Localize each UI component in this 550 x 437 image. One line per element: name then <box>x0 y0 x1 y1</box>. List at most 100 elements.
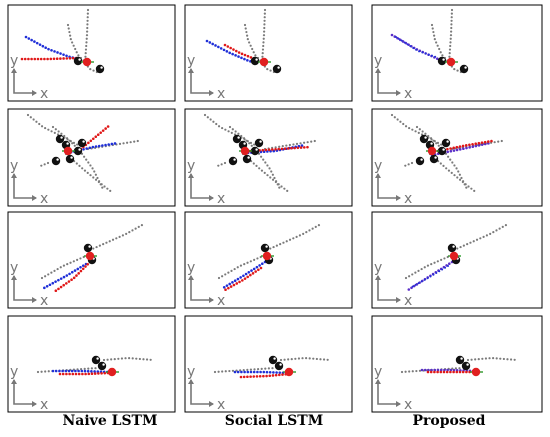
prediction-red <box>77 272 80 275</box>
context-track <box>84 48 88 51</box>
prediction-proposed <box>433 368 437 372</box>
context-track <box>393 116 396 119</box>
agent-marker <box>77 138 87 148</box>
prediction-blue <box>101 144 104 147</box>
context-track <box>85 41 88 44</box>
axis-lines <box>377 380 400 405</box>
prediction-blue <box>110 142 114 146</box>
focal-agent <box>259 57 269 67</box>
y-axis-arrow <box>375 173 381 178</box>
prediction-red <box>49 57 53 61</box>
context-track <box>95 245 98 249</box>
context-track <box>288 238 292 241</box>
prediction-blue <box>54 280 57 283</box>
panel-r2-c2: yx <box>184 108 353 207</box>
context-track <box>450 26 453 30</box>
context-track <box>497 140 500 143</box>
context-track <box>213 370 217 374</box>
context-track <box>137 225 140 229</box>
context-track <box>469 241 472 244</box>
prediction-red <box>240 52 244 56</box>
context-track <box>94 173 97 176</box>
axis-lines <box>190 380 213 405</box>
context-track <box>94 178 98 181</box>
context-track <box>290 358 293 361</box>
prediction-proposed <box>427 368 430 372</box>
prediction-blue <box>85 147 88 150</box>
prediction-blue <box>252 267 256 271</box>
context-track <box>286 189 289 192</box>
agent-marker <box>83 243 93 253</box>
prediction-red <box>306 145 309 149</box>
prediction-blue <box>80 369 84 373</box>
prediction-red <box>30 57 33 61</box>
context-track <box>47 273 50 276</box>
context-track <box>97 180 100 184</box>
context-track <box>402 122 405 126</box>
y-axis-arrow <box>11 68 17 73</box>
y-axis-label: y <box>374 158 382 174</box>
prediction-blue <box>68 272 71 276</box>
context-track <box>269 69 272 72</box>
panel-frame <box>184 211 353 309</box>
prediction-red <box>461 144 465 148</box>
prediction-red <box>271 148 274 151</box>
prediction-blue <box>432 273 435 276</box>
context-track <box>484 357 488 360</box>
context-track <box>29 116 32 119</box>
prediction-blue <box>24 35 28 39</box>
context-track <box>249 260 252 263</box>
prediction-red <box>235 282 239 285</box>
context-track <box>294 357 297 360</box>
agent-marker <box>272 64 282 74</box>
prediction-blue <box>240 370 243 374</box>
prediction-red <box>227 286 230 290</box>
context-track <box>263 8 267 12</box>
prediction-blue <box>438 270 441 273</box>
context-track <box>451 161 454 164</box>
context-track <box>445 167 448 170</box>
prediction-blue <box>250 269 253 272</box>
y-axis-label: y <box>10 260 18 276</box>
prediction-red <box>103 371 107 375</box>
prediction-blue <box>415 48 418 51</box>
prediction-red <box>55 57 59 60</box>
x-axis-label: x <box>217 86 225 102</box>
context-track <box>221 370 224 373</box>
context-track <box>459 245 462 249</box>
prediction-red <box>264 148 268 152</box>
context-track <box>66 263 69 266</box>
prediction-blue <box>93 370 96 373</box>
context-track <box>227 271 230 274</box>
context-track <box>283 187 286 190</box>
agent-highlight <box>259 140 262 143</box>
prediction-proposed <box>483 142 487 146</box>
panel-r1-c2: yx <box>184 4 353 102</box>
context-track <box>135 357 138 360</box>
context-track <box>317 224 321 227</box>
prediction-red <box>302 146 306 149</box>
context-track <box>450 23 453 26</box>
context-track <box>415 125 419 129</box>
context-track <box>407 163 410 166</box>
context-track <box>466 358 470 362</box>
panel-r1-c1: yx <box>7 4 176 102</box>
context-track <box>433 38 436 41</box>
focal-agent <box>240 146 250 156</box>
context-track <box>287 358 290 361</box>
prediction-red <box>452 370 455 374</box>
prediction-blue <box>272 371 275 374</box>
prediction-red <box>58 372 62 376</box>
context-track <box>83 367 86 370</box>
x-axis-label: x <box>217 191 225 207</box>
column-label-social-lstm: Social LSTM <box>224 413 324 429</box>
prediction-blue <box>90 370 93 373</box>
context-track <box>292 237 295 240</box>
context-track <box>40 125 44 128</box>
context-track <box>221 275 224 278</box>
context-track <box>485 234 488 237</box>
context-track <box>72 141 76 144</box>
prediction-blue <box>61 369 64 373</box>
context-track <box>50 130 53 133</box>
context-track <box>408 126 411 130</box>
